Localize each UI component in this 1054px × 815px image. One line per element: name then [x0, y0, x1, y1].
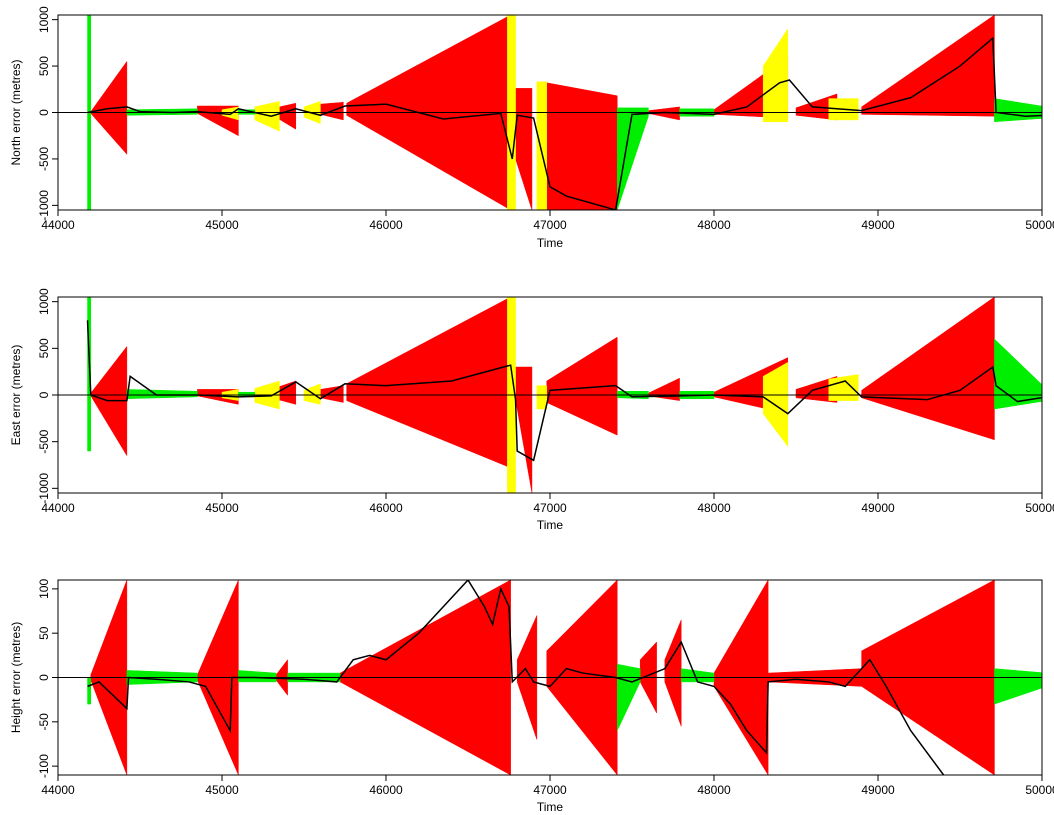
- y-tick-label: -1000: [37, 190, 51, 221]
- y-tick-label: 1000: [37, 288, 51, 315]
- x-tick-label: 44000: [41, 783, 75, 797]
- x-tick-label: 46000: [369, 783, 403, 797]
- x-tick-label: 45000: [205, 783, 239, 797]
- y-tick-label: -100: [37, 754, 51, 778]
- x-tick-label: 47000: [533, 501, 567, 515]
- bound-red-segment: [541, 81, 618, 210]
- bound-green-segment: [87, 677, 92, 705]
- y-tick-label: -1000: [37, 473, 51, 504]
- x-axis-title: Time: [537, 518, 564, 532]
- x-tick-label: 50000: [1025, 501, 1054, 515]
- y-tick-label: -50: [37, 713, 51, 731]
- bound-green-segment: [680, 668, 715, 683]
- bound-yellow-segment: [536, 81, 547, 210]
- x-tick-label: 48000: [697, 218, 731, 232]
- y-tick-label: -500: [37, 147, 51, 171]
- x-tick-label: 49000: [861, 218, 895, 232]
- bound-yellow-segment: [762, 361, 789, 448]
- plot-area: [58, 580, 1042, 775]
- error-line: [87, 36, 1042, 210]
- bound-red-segment: [320, 385, 344, 403]
- x-tick-label: 45000: [205, 501, 239, 515]
- bound-green-segment: [616, 663, 641, 731]
- y-tick-label: 50: [37, 626, 51, 640]
- bound-red-segment: [515, 88, 533, 210]
- x-tick-label: 48000: [697, 501, 731, 515]
- x-tick-label: 50000: [1025, 783, 1054, 797]
- bound-red-segment: [664, 619, 682, 727]
- x-tick-label: 45000: [205, 218, 239, 232]
- y-axis-title: North error (metres): [9, 59, 23, 165]
- y-tick-label: 0: [37, 109, 51, 116]
- bound-yellow-segment: [536, 385, 547, 410]
- x-tick-label: 44000: [41, 218, 75, 232]
- bound-yellow-segment: [828, 374, 859, 401]
- panel-1: 44000 45000 46000 47000 48000 49000 50000 -1000…: [9, 6, 1054, 250]
- plot-area: [58, 297, 1042, 493]
- bound-green-segment: [616, 107, 649, 210]
- x-tick-label: 46000: [369, 218, 403, 232]
- y-tick-label: 100: [37, 579, 51, 599]
- bound-green-segment: [994, 98, 1042, 123]
- panel-2: 44000 45000 46000 47000 48000 49000 50000 -1000…: [9, 288, 1054, 532]
- x-tick-label: 46000: [369, 501, 403, 515]
- x-tick-label: 49000: [861, 783, 895, 797]
- bound-green-segment: [126, 389, 198, 399]
- x-tick-label: 50000: [1025, 218, 1054, 232]
- bound-green-segment: [994, 668, 1042, 705]
- x-tick-label: 48000: [697, 783, 731, 797]
- bound-yellow-segment: [303, 383, 321, 405]
- y-tick-label: 0: [37, 674, 51, 681]
- y-axis-title: Height error (metres): [9, 622, 23, 733]
- bound-red-segment: [515, 366, 533, 493]
- x-tick-label: 47000: [533, 783, 567, 797]
- bound-green-segment: [238, 670, 277, 683]
- x-tick-label: 49000: [861, 501, 895, 515]
- bound-red-segment: [861, 297, 995, 441]
- bound-green-segment: [994, 338, 1042, 410]
- y-axis-title: East error (metres): [9, 345, 23, 446]
- y-tick-label: 1000: [37, 6, 51, 33]
- error-line: [86, 320, 1042, 462]
- x-tick-label: 47000: [533, 218, 567, 232]
- bound-yellow-segment: [254, 101, 280, 132]
- y-tick-label: 500: [37, 56, 51, 76]
- y-tick-label: -500: [37, 429, 51, 453]
- bound-red-segment: [648, 377, 680, 401]
- error-line: [87, 580, 945, 775]
- y-tick-label: 500: [37, 338, 51, 358]
- panel-3: 44000 45000 46000 47000 48000 49000 50000 -100 -…: [9, 579, 1054, 814]
- x-axis-title: Time: [537, 800, 564, 814]
- bound-red-segment: [861, 15, 995, 117]
- x-axis-title: Time: [537, 236, 564, 250]
- plot-area: [58, 15, 1042, 210]
- x-tick-label: 44000: [41, 501, 75, 515]
- y-tick-label: 0: [37, 391, 51, 398]
- bound-yellow-segment: [762, 28, 789, 123]
